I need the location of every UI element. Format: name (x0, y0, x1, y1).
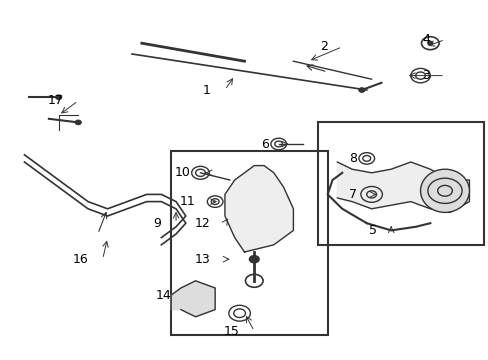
Text: 9: 9 (153, 217, 161, 230)
Text: 1: 1 (202, 84, 210, 96)
Ellipse shape (420, 169, 468, 212)
Text: 6: 6 (261, 138, 268, 150)
Text: 11: 11 (180, 195, 195, 208)
Text: 4: 4 (422, 33, 429, 46)
Text: 2: 2 (319, 40, 327, 53)
Circle shape (358, 88, 364, 92)
Text: 14: 14 (155, 289, 171, 302)
Text: 3: 3 (422, 69, 429, 82)
Text: 16: 16 (72, 253, 88, 266)
Circle shape (75, 120, 81, 125)
Polygon shape (224, 166, 293, 252)
Circle shape (56, 95, 61, 99)
Text: 12: 12 (194, 217, 210, 230)
Text: 7: 7 (348, 188, 356, 201)
Text: 15: 15 (224, 325, 239, 338)
Polygon shape (337, 162, 468, 212)
Circle shape (427, 41, 432, 45)
Circle shape (249, 256, 259, 263)
Text: 10: 10 (175, 166, 190, 179)
Text: 5: 5 (368, 224, 376, 237)
Polygon shape (171, 281, 215, 317)
Text: 8: 8 (348, 152, 356, 165)
Text: 13: 13 (194, 253, 210, 266)
Text: 17: 17 (48, 94, 63, 107)
